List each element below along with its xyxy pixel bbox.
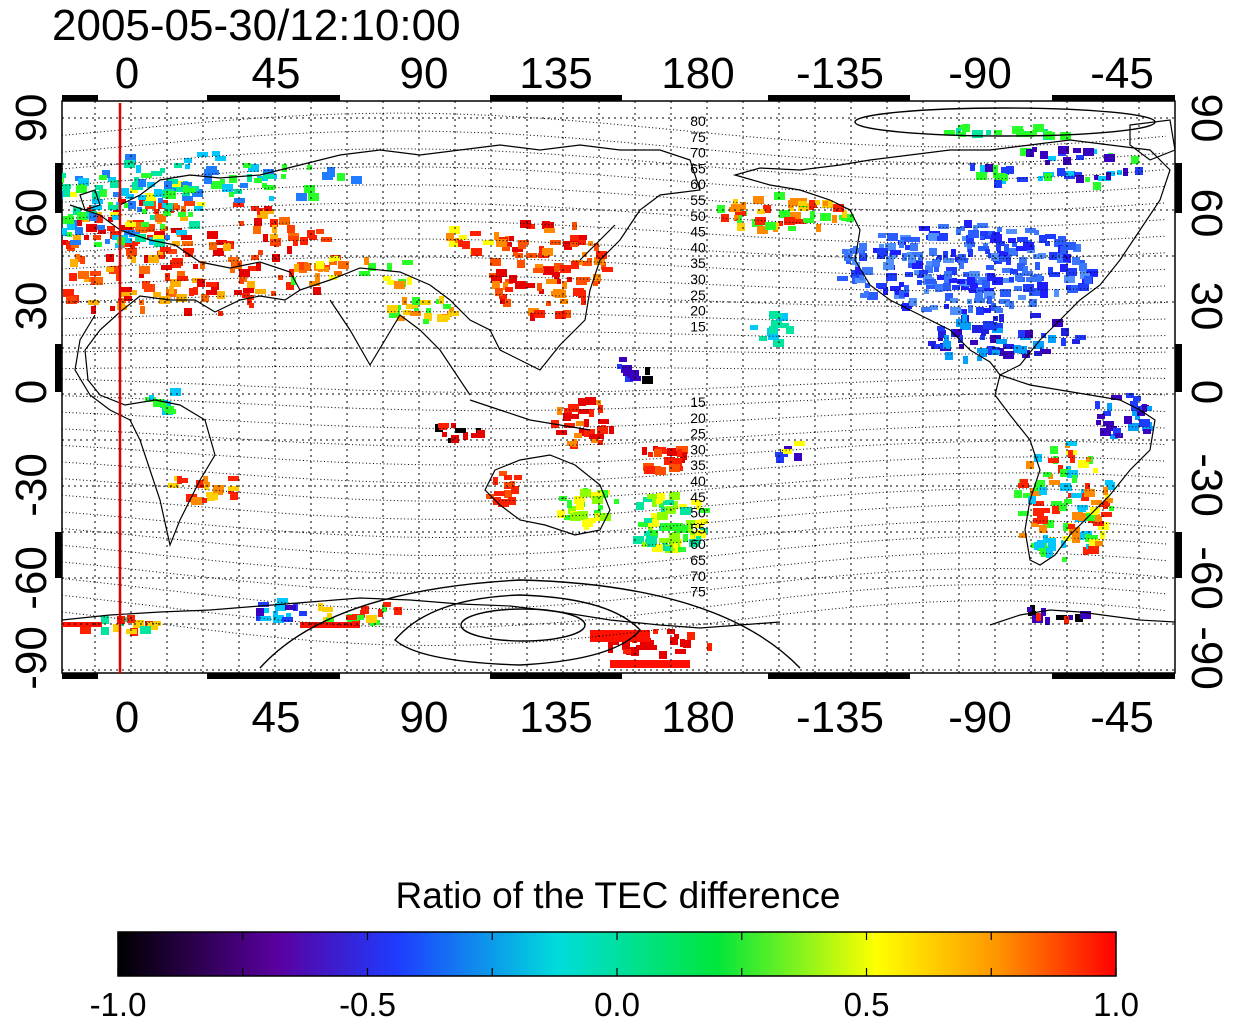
top-lon-label: 135 bbox=[519, 49, 592, 98]
contour-label-south: 30 bbox=[690, 441, 706, 457]
left-lat-label: -60 bbox=[7, 546, 56, 610]
contour-label-south: 60 bbox=[690, 536, 706, 552]
bottom-longitude-labels: 0 45 90 135 180 -135 -90 -45 bbox=[115, 693, 1154, 742]
contour-label-south: 25 bbox=[690, 426, 706, 442]
magnetic-latitude-contours bbox=[62, 107, 1167, 669]
colorbar-tick-label: 0.5 bbox=[844, 986, 890, 1023]
contour-label-south: 45 bbox=[690, 489, 706, 505]
right-lat-label: -90 bbox=[1182, 626, 1231, 690]
contour-label-south: 70 bbox=[690, 568, 706, 584]
top-longitude-labels: 0 45 90 135 180 -135 -90 -45 bbox=[115, 49, 1154, 98]
top-lon-label: 180 bbox=[661, 49, 734, 98]
contour-label-south: 40 bbox=[690, 473, 706, 489]
colorbar-tick-label: 0.0 bbox=[594, 986, 640, 1023]
contour-label-north: 20 bbox=[690, 303, 706, 319]
left-lat-label: -30 bbox=[7, 453, 56, 517]
top-lon-label: -135 bbox=[796, 49, 884, 98]
left-lat-label: 90 bbox=[7, 94, 56, 143]
right-lat-label: 30 bbox=[1182, 282, 1231, 331]
contour-label-north: 45 bbox=[690, 224, 706, 240]
bottom-lon-label: 45 bbox=[252, 693, 301, 742]
contour-label-south: 35 bbox=[690, 457, 706, 473]
colorbar-tick-label: 1.0 bbox=[1093, 986, 1139, 1023]
right-lat-label: 90 bbox=[1182, 94, 1231, 143]
contour-label-south: 20 bbox=[690, 410, 706, 426]
right-latitude-labels: 90 60 30 0 -30 -60 -90 bbox=[1182, 94, 1231, 690]
figure-title: 2005-05-30/12:10:00 bbox=[52, 1, 461, 50]
contour-label-north: 15 bbox=[690, 318, 706, 334]
contour-label-north: 25 bbox=[690, 287, 706, 303]
right-lat-label: 0 bbox=[1182, 380, 1231, 404]
contour-label-south: 75 bbox=[690, 584, 706, 600]
colorbar-title: Ratio of the TEC difference bbox=[396, 875, 841, 916]
contour-label-south: 55 bbox=[690, 520, 706, 536]
right-lat-label: -30 bbox=[1182, 453, 1231, 517]
left-lat-label: 60 bbox=[7, 189, 56, 238]
top-lon-label: 45 bbox=[252, 49, 301, 98]
colorbar-tick-label: -1.0 bbox=[90, 986, 147, 1023]
bottom-lon-label: 90 bbox=[400, 693, 449, 742]
contour-label-south: 50 bbox=[690, 505, 706, 521]
map-frame bbox=[61, 100, 1176, 674]
contour-label-south: 15 bbox=[690, 394, 706, 410]
contour-label-north: 70 bbox=[690, 145, 706, 161]
left-lat-label: -90 bbox=[7, 626, 56, 690]
bottom-lon-label: 180 bbox=[661, 693, 734, 742]
top-lon-label: 90 bbox=[400, 49, 449, 98]
top-lon-label: 0 bbox=[115, 49, 139, 98]
contour-label-north: 80 bbox=[690, 113, 706, 129]
contour-label-north: 30 bbox=[690, 271, 706, 287]
coastlines bbox=[62, 119, 1175, 629]
top-lon-label: -45 bbox=[1090, 49, 1154, 98]
left-latitude-labels: 90 60 30 0 -30 -60 -90 bbox=[7, 94, 56, 690]
left-lat-label: 0 bbox=[7, 380, 56, 404]
bottom-lon-label: -90 bbox=[948, 693, 1012, 742]
right-lat-label: 60 bbox=[1182, 189, 1231, 238]
colorbar-ticks bbox=[117, 932, 1117, 976]
contour-label-north: 40 bbox=[690, 239, 706, 255]
colorbar-tick-labels: -1.0 -0.5 0.0 0.5 1.0 bbox=[90, 986, 1139, 1023]
contour-label-north: 65 bbox=[690, 160, 706, 176]
bottom-lon-label: -45 bbox=[1090, 693, 1154, 742]
bottom-lon-label: -135 bbox=[796, 693, 884, 742]
contour-label-south: 65 bbox=[690, 552, 706, 568]
contour-label-north: 55 bbox=[690, 192, 706, 208]
bottom-lon-label: 0 bbox=[115, 693, 139, 742]
bottom-lon-label: 135 bbox=[519, 693, 592, 742]
top-lon-label: -90 bbox=[948, 49, 1012, 98]
contour-labels: 8075706560555045403530252015152025303540… bbox=[690, 113, 706, 600]
left-lat-label: 30 bbox=[7, 282, 56, 331]
contour-label-north: 50 bbox=[690, 208, 706, 224]
axis-tick-bars bbox=[55, 95, 1182, 679]
contour-label-north: 75 bbox=[690, 129, 706, 145]
colorbar-tick-label: -0.5 bbox=[339, 986, 396, 1023]
contour-label-north: 35 bbox=[690, 255, 706, 271]
right-lat-label: -60 bbox=[1182, 546, 1231, 610]
contour-label-north: 60 bbox=[690, 176, 706, 192]
